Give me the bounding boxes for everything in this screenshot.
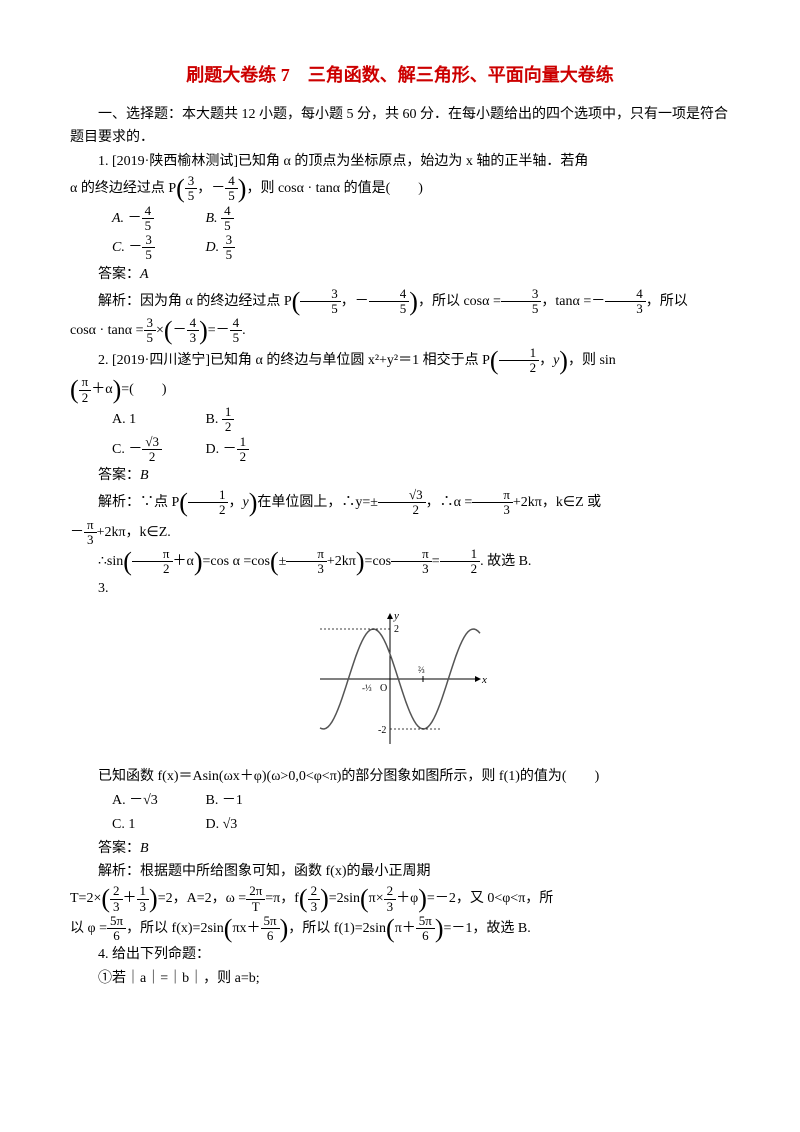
q1-expl: 解析：因为角 α 的终边经过点 P(35，－45)，所以 cosα =35，ta… [70,287,730,317]
svg-text:y: y [393,610,399,622]
q3-graph: x y O 2 -2 -⅓ ⅔ [70,609,730,758]
q3-expl-1: 解析：根据题中所给图象可知，函数 f(x)的最小正周期 [70,860,730,884]
q3-options-row1: A. －√3 B. －1 [70,789,730,813]
q2-answer: 答案：B [70,464,730,488]
title-prefix: 刷题大卷练 7 [186,65,290,85]
q1-expl-2: cosα · tanα =35×(－43)=－45. [70,316,730,346]
q2-expl-2: －π3+2kπ，k∈Z. [70,518,730,548]
q3-answer: 答案：B [70,837,730,861]
q1-stem-a: 1. [2019·陕西榆林测试]已知角 α 的顶点为坐标原点，始边为 x 轴的正… [70,150,730,174]
q2-expl-1: 解析：∵点 P(12，y)在单位圆上，∴y=±√32，∴α =π3+2kπ，k∈… [70,488,730,518]
svg-text:-⅓: -⅓ [362,683,372,693]
q2-stem-b: (π2＋α)=( ) [70,375,730,405]
q1-stem-b: α 的终边经过点 P(35，－45)，则 cosα · tanα 的值是( ) [70,174,730,204]
title-rest: 三角函数、解三角形、平面向量大卷练 [290,65,614,85]
q2-options-row1: A. 1 B. 12 [70,405,730,435]
q2-stem-a: 2. [2019·四川遂宁]已知角 α 的终边与单位圆 x²+y²＝1 相交于点… [70,346,730,376]
svg-text:-2: -2 [378,725,386,736]
q2-expl-3: ∴sin(π2＋α)=cos α =cos(±π3+2kπ)=cosπ3=12.… [70,547,730,577]
q3-num: 3. [70,577,730,601]
q1-answer: 答案：A [70,263,730,287]
q3-expl-3: 以 φ =5π6，所以 f(x)=2sin(πx＋5π6)，所以 f(1)=2s… [70,914,730,944]
section-1-heading: 一、选择题：本大题共 12 小题，每小题 5 分，共 60 分．在每小题给出的四… [70,103,730,151]
svg-text:2: 2 [394,624,399,635]
q3-expl-2: T=2×(23＋13)=2，A=2，ω =2πT=π，f(23)=2sin(π×… [70,884,730,914]
q4-stem: 4. 给出下列命题： [70,943,730,967]
q3-stem: 已知函数 f(x)＝Asin(ωx＋φ)(ω>0,0<φ<π)的部分图象如图所示… [70,765,730,789]
svg-text:⅔: ⅔ [418,665,425,675]
q4-item1: ①若｜a｜=｜b｜，则 a=b; [70,967,730,991]
q2-options-row2: C. －√32 D. －12 [70,435,730,465]
q3-options-row2: C. 1 D. √3 [70,813,730,837]
q1-options-row2: C. －35 D. 35 [70,233,730,263]
svg-text:O: O [380,683,387,694]
svg-text:x: x [481,674,487,686]
q1-options-row1: A. －45 B. 45 [70,204,730,234]
